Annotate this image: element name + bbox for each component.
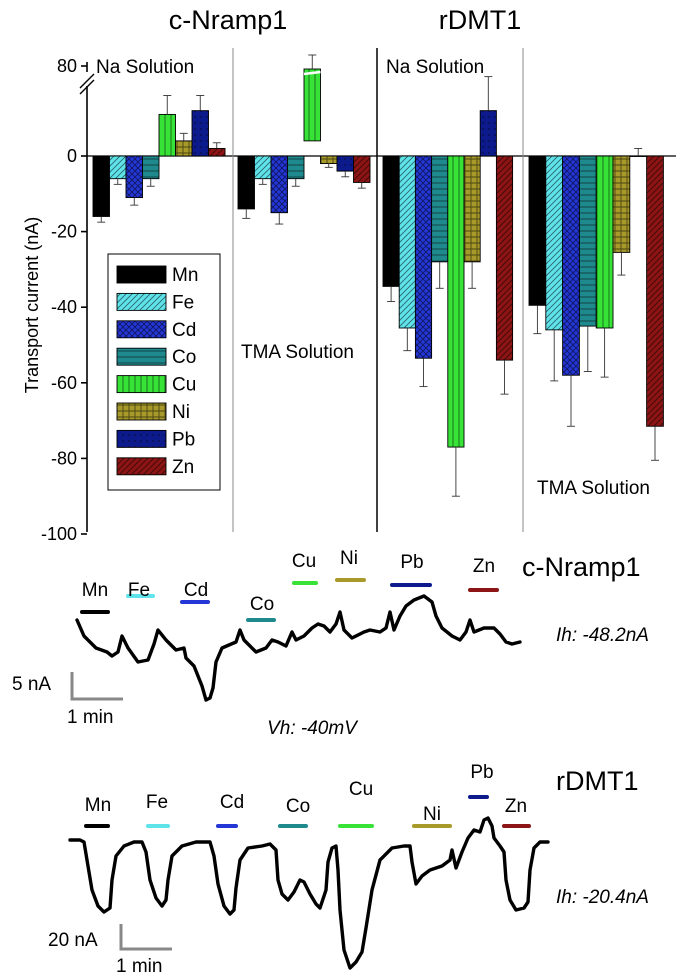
legend-swatch-fe: [116, 292, 167, 311]
bar-cu: [447, 155, 465, 448]
bar-fe: [545, 155, 564, 331]
pulse-label-co: Co: [250, 594, 274, 615]
bar-ni: [175, 140, 193, 157]
legend-swatch-mn: [116, 265, 167, 284]
legend-label: Cu: [172, 375, 196, 396]
pulse-label-zn: Zn: [505, 796, 527, 817]
legend-box: [107, 253, 221, 491]
pulse-label-cu: Cu: [349, 779, 373, 800]
pulse-label-cd: Cd: [220, 792, 244, 813]
legend-swatch-pb: [116, 429, 167, 448]
bar-mn: [237, 155, 255, 210]
bar-zn: [208, 147, 226, 157]
pulse-label-pb: Pb: [470, 762, 493, 783]
trace-c-nramp1: [75, 594, 522, 702]
holding-current-rdmt1: Ih: -20.4nA: [556, 887, 649, 908]
y-tick-label: -80: [51, 448, 77, 468]
bar-cu: [303, 68, 321, 142]
bar-cd: [270, 155, 288, 214]
legend-label: Mn: [172, 265, 198, 286]
legend-swatch-cu: [116, 375, 167, 394]
legend-swatch-co: [116, 347, 167, 366]
bar-mn: [382, 155, 400, 287]
axis-break-mark: [79, 73, 95, 95]
holding-current-c-nramp1: Ih: -48.2nA: [556, 625, 649, 646]
bar-cd: [414, 155, 433, 359]
trace-title-rdmt1: rDMT1: [556, 766, 639, 796]
bar-cu: [158, 113, 176, 157]
bar-pb: [336, 155, 354, 172]
y-tick-label: 0: [67, 146, 77, 166]
y-tick-label: -20: [51, 222, 77, 242]
bar-zn: [646, 155, 664, 427]
bar-chart: -100 -80 -60 -40 -20 0 80 Na Solution TMA Soluti…: [41, 48, 676, 544]
scale-x-c-nramp1: 1 min: [67, 707, 113, 728]
bar-mn: [528, 155, 547, 306]
bar-pb: [191, 110, 209, 157]
legend: Mn Fe Cd Co Cu Ni Pb Zn: [107, 253, 221, 491]
legend-label: Cd: [172, 320, 196, 341]
bar-fe: [398, 155, 416, 329]
legend-swatch-ni: [116, 402, 167, 421]
pulse-label-pb: Pb: [400, 552, 423, 573]
bar-ni: [463, 155, 481, 263]
solution-label: TMA Solution: [537, 478, 650, 499]
bar-fe: [109, 155, 127, 180]
trace-rdmt1: [68, 816, 550, 970]
bar-fe: [254, 155, 272, 180]
holding-voltage: Vh: -40mV: [267, 718, 359, 739]
bar-pb: [479, 110, 497, 157]
pulse-label-cd: Cd: [184, 580, 208, 601]
title-c-nramp1: c-Nramp1: [169, 5, 288, 35]
bar-cd: [562, 155, 580, 376]
legend-label: Zn: [172, 457, 194, 478]
legend-label: Ni: [172, 402, 190, 423]
y-tick-label-break: 80: [57, 56, 77, 76]
bar-zn: [353, 155, 371, 183]
bar-co: [287, 155, 305, 180]
pulse-label-cu: Cu: [292, 551, 316, 572]
scale-bar-rdmt1: [119, 924, 172, 951]
scale-y-rdmt1: 20 nA: [48, 930, 98, 951]
bar-co: [578, 155, 597, 327]
scale-x-rdmt1: 1 min: [116, 956, 162, 977]
legend-swatch-zn: [116, 457, 167, 476]
title-rdmt1: rDMT1: [439, 5, 522, 35]
pulse-label-co: Co: [286, 796, 310, 817]
bar-ni: [612, 155, 631, 253]
solution-label: Na Solution: [386, 57, 484, 78]
bar-pb: [629, 155, 648, 157]
legend-label: Fe: [172, 292, 194, 313]
legend-swatch-cd: [116, 320, 167, 339]
legend-label: Co: [172, 347, 196, 368]
pulse-label-fe: Fe: [128, 580, 150, 601]
y-tick-label: -40: [51, 297, 77, 317]
y-axis-label: Transport current (nA): [22, 217, 42, 393]
bar-co: [142, 155, 160, 180]
bar-mn: [92, 155, 110, 217]
y-tick-label: -100: [41, 524, 77, 544]
pulse-label-fe: Fe: [146, 792, 168, 813]
pulse-label-mn: Mn: [85, 795, 111, 816]
y-tick-label: -60: [51, 373, 77, 393]
bar-ni: [320, 155, 338, 165]
bar-break: [303, 70, 321, 76]
current-traces: Mn Fe Cd Co Cu Ni Pb Zn c-Nramp1 Ih: -48.2nA 5 nA 1…: [12, 548, 649, 977]
scale-bar-c-nramp1: [70, 672, 123, 701]
bar-cd: [125, 155, 143, 199]
legend-label: Pb: [172, 429, 195, 450]
pulse-label-ni: Ni: [340, 548, 358, 569]
scale-y-c-nramp1: 5 nA: [12, 674, 51, 695]
trace-title-c-nramp1: c-Nramp1: [522, 552, 641, 582]
pulse-label-mn: Mn: [82, 580, 108, 601]
pulse-label-ni: Ni: [423, 804, 441, 825]
solution-label: TMA Solution: [241, 342, 354, 363]
bar-cu: [595, 155, 614, 329]
bar-co: [431, 155, 449, 263]
solution-label: Na Solution: [96, 57, 194, 78]
bar-zn: [495, 155, 514, 361]
pulse-label-zn: Zn: [473, 556, 495, 577]
